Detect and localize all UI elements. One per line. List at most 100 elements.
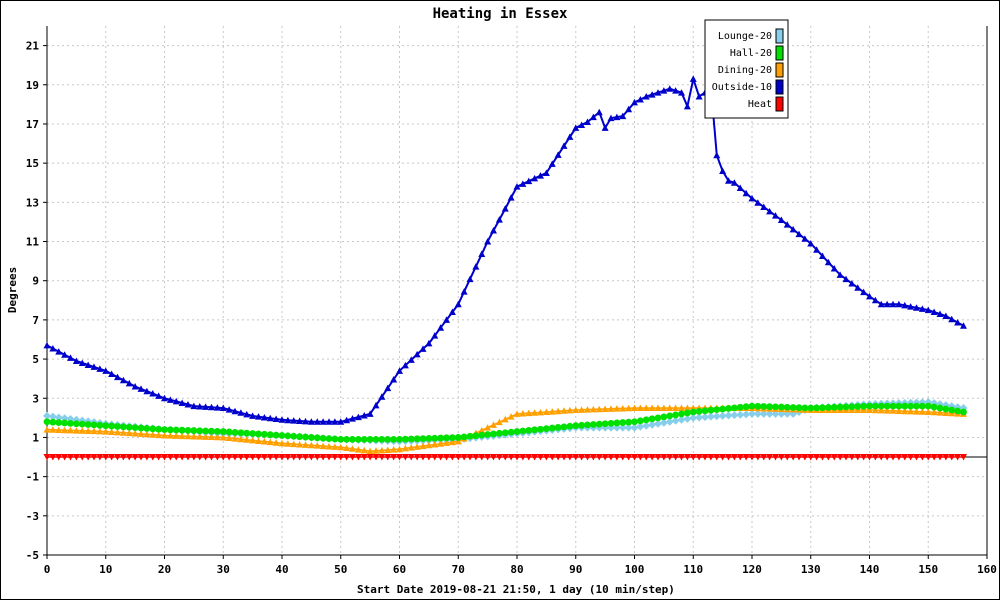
point-lounge-20-2	[54, 413, 63, 422]
point-heat-124	[772, 454, 779, 461]
x-tick-label-5: 50	[334, 563, 347, 576]
point-hall-20-97	[613, 419, 621, 427]
point-heat-33	[237, 454, 245, 461]
point-hall-20-33	[237, 429, 245, 437]
point-hall-20-55	[366, 436, 374, 443]
point-outside-10-80	[513, 183, 521, 190]
point-hall-20-130	[807, 404, 815, 412]
point-outside-10-2	[55, 348, 63, 355]
point-hall-20-75	[484, 431, 492, 438]
point-outside-10-122	[760, 203, 768, 211]
point-dining-20-65	[425, 441, 433, 449]
point-dining-20-66	[431, 440, 439, 448]
point-heat-57	[378, 454, 386, 461]
point-heat-27	[202, 454, 210, 461]
point-dining-20-51	[343, 444, 351, 452]
point-heat-71	[460, 454, 468, 461]
point-outside-10-120	[748, 194, 756, 202]
point-dining-20-101	[636, 404, 644, 412]
point-dining-20-31	[225, 434, 233, 442]
point-hall-20-19	[155, 425, 163, 433]
point-dining-20-139	[860, 406, 868, 414]
point-outside-10-151	[930, 308, 938, 316]
point-lounge-20-107	[671, 416, 680, 425]
point-heat-140	[866, 454, 873, 461]
point-dining-20-83	[531, 409, 539, 416]
point-dining-20-17	[143, 430, 151, 438]
point-heat-125	[777, 454, 785, 461]
point-outside-10-10	[102, 367, 110, 374]
point-heat-107	[672, 454, 680, 461]
point-outside-10-65	[425, 339, 433, 347]
point-dining-20-80	[513, 410, 521, 417]
legend-label-dining-20: Dining-20	[718, 65, 772, 76]
point-outside-10-1	[49, 344, 57, 352]
point-hall-20-145	[895, 402, 903, 410]
point-dining-20-9	[96, 427, 104, 435]
point-outside-10-47	[319, 418, 327, 425]
point-hall-20-70	[454, 434, 462, 441]
point-heat-110	[689, 454, 697, 461]
point-dining-20-3	[61, 426, 69, 434]
point-outside-10-111	[695, 93, 703, 100]
point-dining-20-146	[901, 407, 909, 415]
point-hall-20-138	[854, 403, 862, 410]
point-hall-20-92	[584, 421, 591, 429]
point-outside-10-93	[589, 113, 597, 121]
point-dining-20-1	[49, 426, 57, 433]
point-hall-20-146	[901, 402, 909, 410]
point-lounge-20-117	[730, 411, 739, 420]
point-heat-151	[930, 454, 938, 461]
point-lounge-20-111	[695, 413, 704, 422]
point-lounge-20-120	[748, 409, 756, 418]
point-heat-64	[419, 454, 427, 461]
point-lounge-20-98	[618, 423, 627, 432]
point-outside-10-81	[519, 180, 527, 187]
point-outside-10-99	[625, 105, 633, 113]
point-dining-20-150	[924, 408, 932, 415]
point-outside-10-148	[913, 304, 920, 311]
point-dining-20-42	[290, 440, 298, 448]
point-lounge-20-110	[689, 413, 698, 422]
point-dining-20-15	[131, 430, 139, 437]
point-outside-10-96	[607, 114, 615, 122]
point-hall-20-47	[319, 434, 327, 442]
point-outside-10-55	[366, 410, 374, 417]
point-outside-10-140	[866, 292, 873, 300]
point-outside-10-35	[249, 412, 257, 419]
legend-swatch-dining-20	[775, 62, 784, 78]
point-hall-20-38	[266, 431, 274, 439]
point-hall-20-77	[495, 429, 503, 437]
point-hall-20-144	[889, 402, 897, 410]
point-hall-20-6	[78, 420, 86, 428]
point-outside-10-39	[272, 415, 280, 423]
point-lounge-20-118	[736, 410, 745, 419]
point-hall-20-128	[795, 404, 803, 412]
point-heat-0	[43, 454, 51, 461]
point-hall-20-129	[801, 404, 809, 412]
y-axis-label: Degrees	[6, 267, 19, 313]
point-heat-129	[801, 454, 809, 461]
legend-swatch-outside-10	[775, 79, 784, 95]
point-heat-131	[813, 454, 821, 461]
point-heat-117	[730, 454, 738, 461]
point-heat-126	[783, 454, 791, 461]
point-dining-20-153	[942, 409, 950, 416]
series-heat	[43, 454, 967, 461]
point-dining-20-62	[407, 444, 415, 451]
point-heat-65	[425, 454, 433, 461]
point-hall-20-18	[149, 425, 157, 433]
point-outside-10-59	[390, 375, 398, 383]
point-outside-10-4	[67, 354, 74, 361]
point-outside-10-154	[948, 315, 956, 323]
point-heat-5	[72, 454, 80, 461]
point-heat-89	[566, 454, 574, 461]
point-outside-10-110	[689, 75, 697, 82]
point-heat-112	[701, 454, 709, 461]
plot-area	[46, 26, 988, 556]
point-outside-10-135	[836, 271, 844, 278]
point-outside-10-50	[337, 418, 345, 425]
point-outside-10-24	[184, 401, 192, 408]
point-dining-20-46	[313, 442, 321, 449]
series-line-outside-10	[46, 75, 964, 423]
